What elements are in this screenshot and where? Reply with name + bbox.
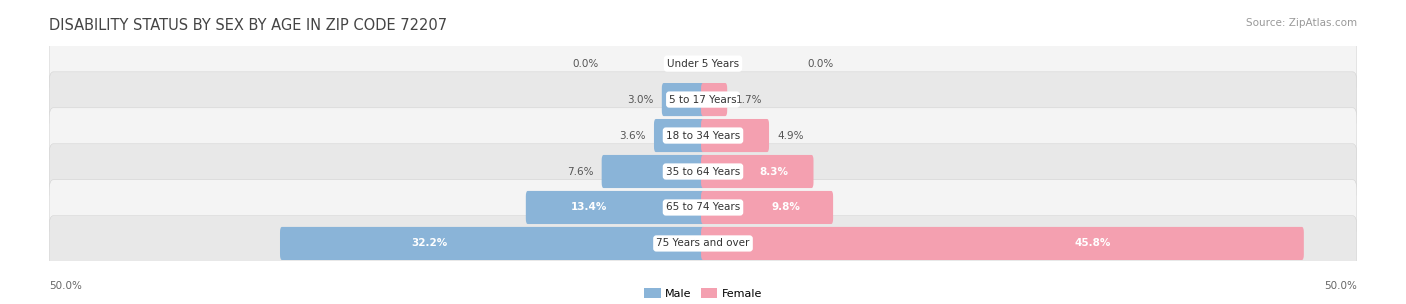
Text: Source: ZipAtlas.com: Source: ZipAtlas.com [1246,18,1357,28]
Text: 4.9%: 4.9% [778,130,804,140]
Text: DISABILITY STATUS BY SEX BY AGE IN ZIP CODE 72207: DISABILITY STATUS BY SEX BY AGE IN ZIP C… [49,18,447,33]
Text: 3.6%: 3.6% [619,130,645,140]
Text: 65 to 74 Years: 65 to 74 Years [666,202,740,212]
Text: 75 Years and over: 75 Years and over [657,238,749,248]
FancyBboxPatch shape [654,119,704,152]
Text: 7.6%: 7.6% [567,167,593,177]
Text: 5 to 17 Years: 5 to 17 Years [669,95,737,105]
FancyBboxPatch shape [280,227,704,260]
Text: 9.8%: 9.8% [772,202,801,212]
FancyBboxPatch shape [702,227,1303,260]
FancyBboxPatch shape [602,155,704,188]
Text: Under 5 Years: Under 5 Years [666,59,740,69]
Text: 0.0%: 0.0% [572,59,599,69]
FancyBboxPatch shape [49,216,1357,271]
Text: 1.7%: 1.7% [735,95,762,105]
FancyBboxPatch shape [526,191,704,224]
FancyBboxPatch shape [702,83,727,116]
Text: 3.0%: 3.0% [627,95,654,105]
FancyBboxPatch shape [702,191,834,224]
Text: 35 to 64 Years: 35 to 64 Years [666,167,740,177]
FancyBboxPatch shape [49,180,1357,235]
Text: 18 to 34 Years: 18 to 34 Years [666,130,740,140]
Legend: Male, Female: Male, Female [640,284,766,303]
Text: 13.4%: 13.4% [571,202,607,212]
Text: 8.3%: 8.3% [759,167,787,177]
FancyBboxPatch shape [702,155,814,188]
FancyBboxPatch shape [49,108,1357,163]
FancyBboxPatch shape [49,144,1357,199]
FancyBboxPatch shape [662,83,704,116]
FancyBboxPatch shape [49,36,1357,91]
Text: 0.0%: 0.0% [807,59,834,69]
Text: 50.0%: 50.0% [49,281,82,291]
Text: 45.8%: 45.8% [1074,238,1111,248]
Text: 32.2%: 32.2% [411,238,447,248]
Text: 50.0%: 50.0% [1324,281,1357,291]
FancyBboxPatch shape [702,119,769,152]
FancyBboxPatch shape [49,72,1357,127]
